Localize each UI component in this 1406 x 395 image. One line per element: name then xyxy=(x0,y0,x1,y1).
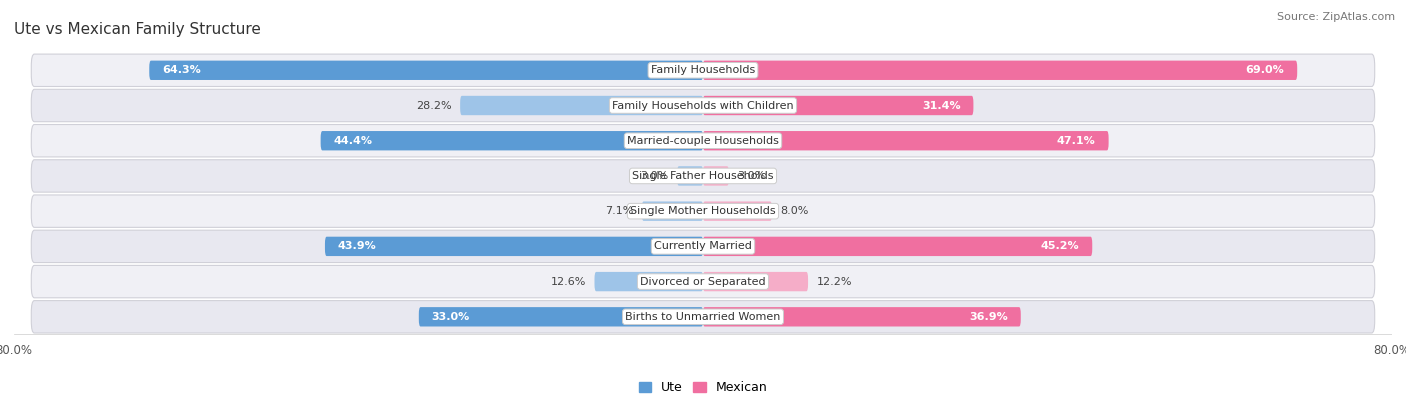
Text: 47.1%: 47.1% xyxy=(1057,136,1095,146)
FancyBboxPatch shape xyxy=(643,201,703,221)
Text: 69.0%: 69.0% xyxy=(1246,65,1284,75)
Text: Ute vs Mexican Family Structure: Ute vs Mexican Family Structure xyxy=(14,21,262,36)
Text: 36.9%: 36.9% xyxy=(969,312,1008,322)
FancyBboxPatch shape xyxy=(703,96,973,115)
Text: 3.0%: 3.0% xyxy=(738,171,766,181)
Text: Family Households: Family Households xyxy=(651,65,755,75)
FancyBboxPatch shape xyxy=(325,237,703,256)
FancyBboxPatch shape xyxy=(31,265,1375,298)
Text: 31.4%: 31.4% xyxy=(922,100,960,111)
Text: 33.0%: 33.0% xyxy=(432,312,470,322)
Text: 12.6%: 12.6% xyxy=(551,276,586,287)
FancyBboxPatch shape xyxy=(703,131,1108,150)
FancyBboxPatch shape xyxy=(703,272,808,291)
FancyBboxPatch shape xyxy=(703,166,728,186)
FancyBboxPatch shape xyxy=(149,60,703,80)
FancyBboxPatch shape xyxy=(31,124,1375,157)
FancyBboxPatch shape xyxy=(31,54,1375,87)
Text: 8.0%: 8.0% xyxy=(780,206,808,216)
Text: Divorced or Separated: Divorced or Separated xyxy=(640,276,766,287)
FancyBboxPatch shape xyxy=(31,230,1375,263)
Text: Currently Married: Currently Married xyxy=(654,241,752,251)
Text: 12.2%: 12.2% xyxy=(817,276,852,287)
FancyBboxPatch shape xyxy=(31,160,1375,192)
Text: Births to Unmarried Women: Births to Unmarried Women xyxy=(626,312,780,322)
Text: 43.9%: 43.9% xyxy=(337,241,377,251)
FancyBboxPatch shape xyxy=(703,201,772,221)
FancyBboxPatch shape xyxy=(703,60,1298,80)
FancyBboxPatch shape xyxy=(703,237,1092,256)
FancyBboxPatch shape xyxy=(595,272,703,291)
FancyBboxPatch shape xyxy=(460,96,703,115)
Text: 44.4%: 44.4% xyxy=(333,136,373,146)
Text: 7.1%: 7.1% xyxy=(605,206,633,216)
Text: Married-couple Households: Married-couple Households xyxy=(627,136,779,146)
FancyBboxPatch shape xyxy=(419,307,703,327)
Text: Single Father Households: Single Father Households xyxy=(633,171,773,181)
Text: Source: ZipAtlas.com: Source: ZipAtlas.com xyxy=(1277,12,1395,22)
Text: Family Households with Children: Family Households with Children xyxy=(612,100,794,111)
FancyBboxPatch shape xyxy=(703,307,1021,327)
Text: 28.2%: 28.2% xyxy=(416,100,451,111)
FancyBboxPatch shape xyxy=(31,301,1375,333)
FancyBboxPatch shape xyxy=(321,131,703,150)
FancyBboxPatch shape xyxy=(31,195,1375,228)
Text: 64.3%: 64.3% xyxy=(162,65,201,75)
Text: 45.2%: 45.2% xyxy=(1040,241,1080,251)
FancyBboxPatch shape xyxy=(31,89,1375,122)
Legend: Ute, Mexican: Ute, Mexican xyxy=(636,377,770,395)
Text: 3.0%: 3.0% xyxy=(640,171,669,181)
Text: Single Mother Households: Single Mother Households xyxy=(630,206,776,216)
FancyBboxPatch shape xyxy=(678,166,703,186)
